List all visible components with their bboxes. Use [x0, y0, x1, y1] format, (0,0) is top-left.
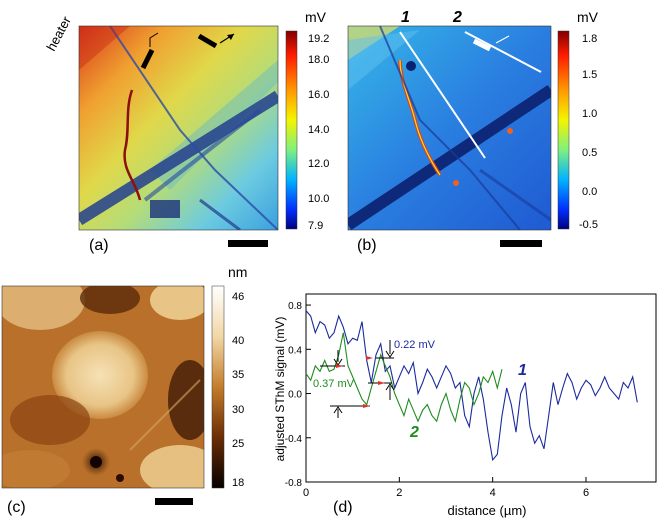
chart-axes: 0 2 4 6 0.8 0.4 0.0 -0.4 -0.8 — [285, 301, 589, 499]
x-tick-label: 6 — [583, 487, 589, 499]
chart-plot-area — [305, 293, 657, 483]
colorbar-a-tick: 19.2 — [308, 33, 329, 45]
panel-b: 1 2 (b) mV 1.8 1.5 1.0 0.5 0.0 -0.5 — [347, 9, 599, 254]
panel-a-image — [79, 26, 278, 230]
colorbar-c-tick: 35 — [232, 369, 244, 381]
colorbar-c-tick: 46 — [232, 291, 244, 303]
y-tick-label: 0.0 — [288, 390, 302, 401]
colorbar-a-tick: 18.0 — [308, 54, 329, 66]
panel-b-image — [348, 26, 551, 230]
marker-red — [378, 381, 385, 385]
colorbar-a-tick: 12.0 — [308, 158, 329, 170]
colorbar-b-tick: 1.8 — [582, 33, 597, 45]
chart-series — [305, 310, 638, 462]
colorbar-a — [285, 30, 298, 230]
panel-d-label: (d) — [333, 499, 353, 516]
panel-a-label: (a) — [89, 237, 109, 254]
colorbar-b-tick: -0.5 — [579, 219, 598, 231]
y-tick-label: -0.8 — [285, 478, 303, 489]
y-tick-label: -0.4 — [285, 434, 303, 445]
colorbar-b-tick: 0.0 — [582, 186, 597, 198]
profile-line-1 — [399, 31, 486, 159]
heater-label: heater — [43, 13, 74, 53]
marker-bar-2 — [197, 33, 218, 49]
colorbar-b-unit: mV — [577, 9, 599, 25]
marker-red — [366, 356, 373, 360]
x-tick-label: 2 — [396, 487, 402, 499]
colorbar-a-tick: 14.0 — [308, 124, 329, 136]
chart-xlabel: distance (µm) — [447, 503, 526, 518]
scale-bar-a — [228, 240, 268, 247]
panel-c-image — [2, 286, 204, 488]
marker-red — [336, 364, 343, 368]
series-label-2: 2 — [409, 424, 419, 441]
chart-annotations: 0.22 mV 0.37 mV — [313, 339, 436, 418]
annotation-bottom: 0.37 mV — [313, 378, 355, 390]
colorbar-a-unit: mV — [305, 9, 327, 25]
colorbar-a-tick: 7.9 — [308, 220, 323, 232]
profile-line-2 — [464, 31, 542, 73]
colorbar-a-tick: 10.0 — [308, 193, 329, 205]
series-label-1: 1 — [518, 362, 527, 379]
marker-red — [363, 404, 370, 408]
panel-d: 0 2 4 60.80.40.0-0.4-0.8 0.22 mV 0.37 mV 1 … — [273, 293, 657, 518]
scale-bar-b — [500, 240, 542, 247]
colorbar-c-tick: 30 — [232, 404, 244, 416]
profile-label-2: 2 — [452, 9, 462, 26]
series-line-1 — [305, 310, 638, 462]
y-tick-label: 0.4 — [288, 345, 302, 356]
colorbar-c-unit: nm — [228, 264, 247, 280]
colorbar-c-tick: 25 — [232, 438, 244, 450]
marker-bar-1 — [140, 48, 155, 70]
y-tick-label: 0.8 — [288, 301, 302, 312]
panel-a: heater (a) mV 19.2 18.0 16.0 14.0 12.0 — [43, 9, 329, 254]
x-tick-label: 0 — [303, 487, 309, 499]
panel-b-label: (b) — [357, 237, 377, 254]
panel-c: (c) nm 46 40 35 30 25 18 — [1, 264, 247, 516]
colorbar-b — [557, 30, 570, 230]
x-tick-label: 4 — [490, 487, 496, 499]
colorbar-a-tick: 16.0 — [308, 89, 329, 101]
annotation-top: 0.22 mV — [394, 339, 436, 351]
panel-c-label: (c) — [7, 499, 26, 516]
colorbar-b-tick: 1.0 — [582, 108, 597, 120]
colorbar-c-tick: 40 — [232, 335, 244, 347]
colorbar-b-tick: 0.5 — [582, 147, 597, 159]
profile-label-1: 1 — [401, 9, 410, 26]
colorbar-c-tick: 18 — [232, 477, 244, 489]
chart-ylabel: adjusted SThM signal (mV) — [273, 317, 287, 462]
colorbar-b-tick: 1.5 — [582, 69, 597, 81]
scale-bar-c — [155, 498, 193, 505]
series-line-2 — [305, 332, 503, 424]
colorbar-c — [211, 285, 225, 489]
arrow-b — [495, 35, 510, 44]
